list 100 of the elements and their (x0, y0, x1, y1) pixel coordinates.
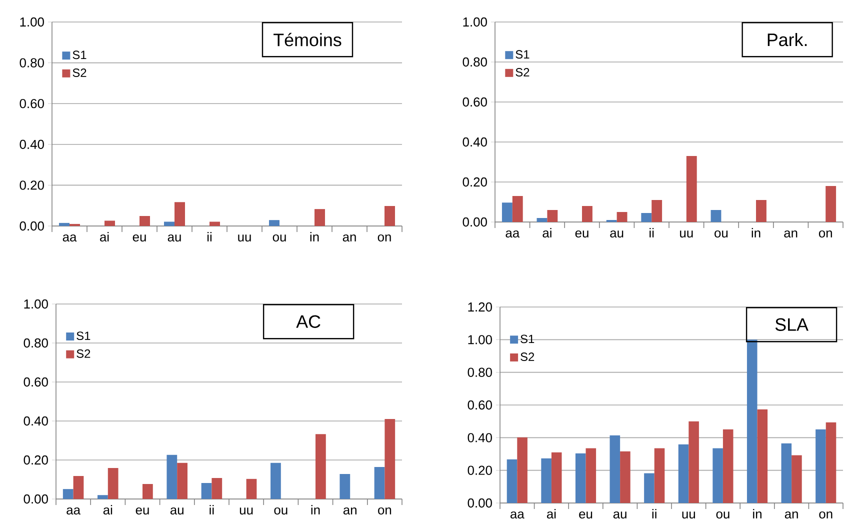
bar (246, 478, 257, 499)
chart-title: Témoins (274, 32, 342, 46)
bar (826, 186, 836, 222)
x-tick-label: au (168, 234, 181, 242)
bar (177, 462, 188, 499)
x-tick-label: au (613, 511, 626, 519)
y-tick-label: 0.20 (24, 455, 48, 465)
y-tick-label: 0.80 (24, 338, 48, 348)
chart-title: Park. (768, 33, 807, 46)
bar (551, 452, 562, 503)
bar (104, 220, 115, 226)
y-tick-label: 1.00 (468, 335, 492, 344)
x-tick-label: uu (680, 230, 693, 238)
x-tick-label: an (784, 230, 798, 238)
x-tick-label: uu (238, 234, 251, 242)
bar (98, 495, 108, 499)
x-tick-label: in (311, 505, 320, 514)
bar (62, 489, 74, 499)
x-tick-label: eu (579, 511, 592, 519)
y-tick-label: 1.20 (468, 302, 492, 312)
bar (756, 200, 766, 222)
bar (616, 212, 628, 222)
y-tick-label: 0.80 (20, 58, 44, 68)
x-tick-label: au (170, 507, 184, 515)
x-tick-label: ou (714, 230, 728, 238)
x-tick-label: on (378, 507, 392, 515)
bar (688, 421, 699, 503)
y-tick-label: 0.20 (468, 466, 492, 475)
y-tick-label: 0.60 (468, 400, 492, 410)
x-tick-label: eu (136, 507, 149, 515)
x-tick-label: on (818, 230, 832, 238)
bar (174, 202, 186, 226)
bar (575, 453, 586, 503)
bar (722, 429, 734, 503)
x-tick-label: an (784, 511, 798, 519)
y-tick-label: 0.20 (20, 180, 44, 190)
bar (541, 458, 552, 503)
x-tick-label: ou (716, 511, 730, 519)
y-tick-label: 0.00 (20, 221, 44, 231)
x-tick-label: eu (575, 230, 588, 238)
legend-label: S1 (520, 334, 534, 344)
x-tick-label: ou (272, 234, 286, 242)
x-tick-label: ii (207, 232, 212, 242)
x-tick-label: aa (506, 230, 520, 238)
x-tick-label: aa (510, 511, 524, 519)
bar (686, 156, 697, 222)
bar (314, 209, 326, 226)
y-tick-label: 1.00 (24, 299, 48, 309)
y-tick-label: 0.00 (24, 494, 48, 504)
bar (270, 462, 281, 499)
x-tick-label: an (343, 507, 356, 515)
bar (517, 437, 528, 503)
legend-label: S2 (76, 349, 90, 358)
bar (140, 216, 150, 226)
bar (792, 455, 802, 503)
x-tick-label: ai (542, 228, 552, 238)
y-tick-label: 0.40 (24, 416, 48, 426)
bar (654, 448, 665, 503)
x-tick-label: ai (103, 505, 112, 515)
bar (315, 434, 326, 499)
y-tick-label: 0.40 (462, 137, 487, 147)
bar (506, 459, 518, 503)
x-tick-label: aa (66, 507, 80, 515)
x-tick-label: ai (546, 509, 556, 519)
bar (710, 210, 722, 222)
legend-label: S2 (520, 352, 534, 361)
bar (641, 212, 652, 222)
legend-label: S1 (76, 332, 90, 340)
bar (746, 340, 758, 503)
x-tick-label: an (342, 234, 356, 242)
legend-label: S1 (516, 50, 530, 59)
bar (210, 222, 220, 226)
bar (512, 196, 523, 222)
bar (620, 451, 630, 503)
legend-label: S2 (516, 68, 530, 76)
bar (582, 206, 592, 222)
bar (610, 435, 620, 503)
y-tick-label: 0.00 (468, 498, 492, 508)
bar (586, 448, 596, 503)
bar (201, 483, 212, 499)
y-tick-label: 0.00 (462, 217, 487, 227)
bar (164, 222, 175, 226)
x-tick-label: uu (240, 508, 253, 515)
y-tick-label: 0.80 (468, 368, 492, 377)
chart-title: SLA (775, 318, 808, 331)
y-tick-label: 0.20 (462, 177, 487, 187)
bar (269, 220, 280, 226)
x-tick-label: ii (650, 228, 654, 238)
bar (652, 200, 662, 222)
x-tick-label: in (310, 232, 319, 242)
bar (536, 218, 548, 222)
bar (712, 448, 723, 503)
bar (59, 222, 70, 226)
x-tick-label: au (610, 230, 624, 238)
bar (781, 443, 792, 503)
x-tick-label: on (819, 511, 832, 519)
y-tick-label: 1.00 (463, 17, 487, 27)
legend-label: S1 (72, 50, 86, 60)
bar (166, 454, 178, 499)
y-tick-label: 1.00 (20, 17, 44, 27)
